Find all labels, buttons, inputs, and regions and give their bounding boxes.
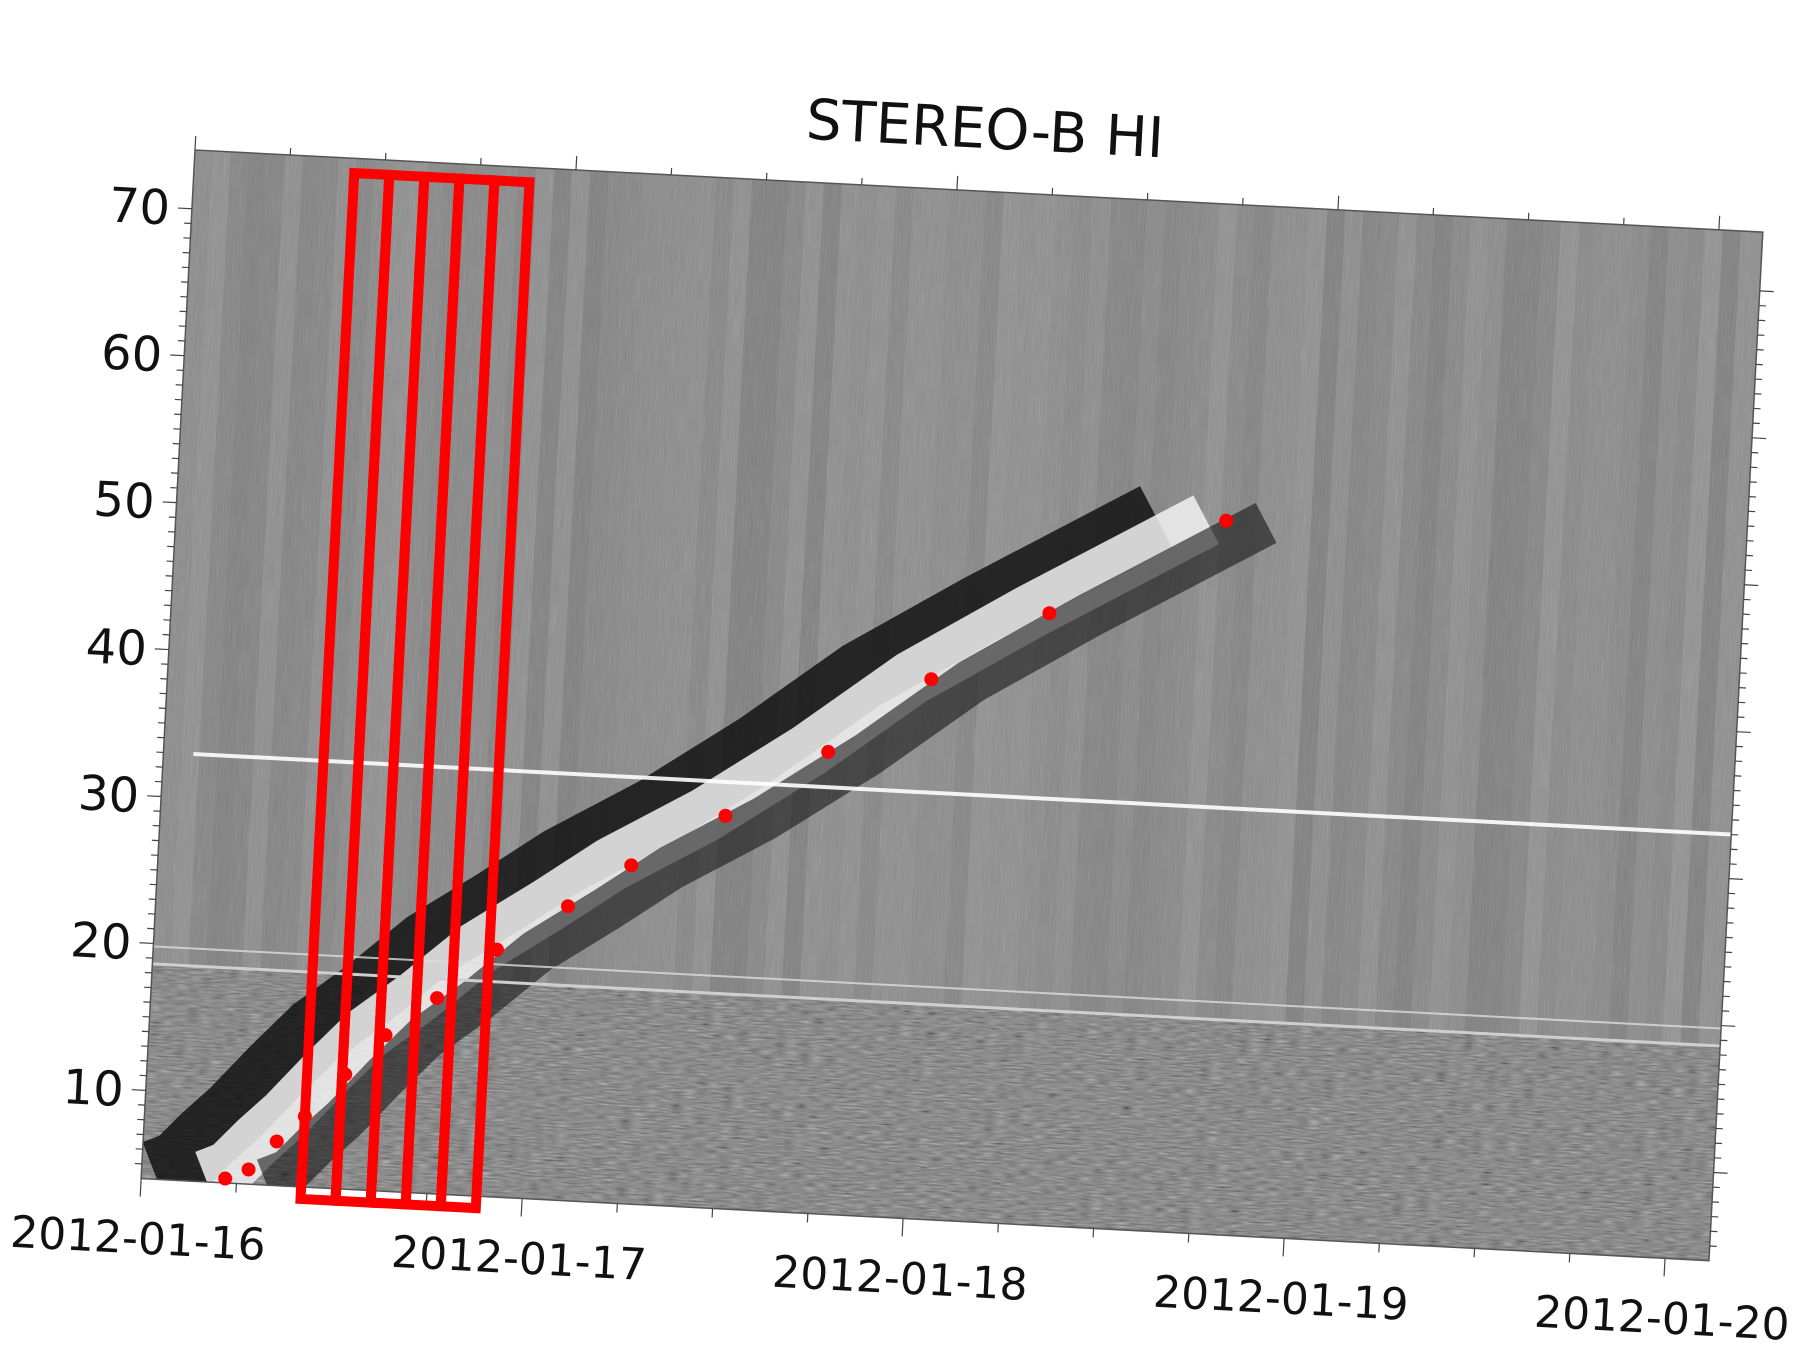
x-tick-mark-top bbox=[957, 176, 958, 190]
x-tick-mark bbox=[1283, 1238, 1284, 1256]
y-tick-mark-right bbox=[1744, 585, 1758, 586]
y-tick-mark bbox=[147, 796, 161, 797]
y-tick-mark-right bbox=[1729, 879, 1743, 880]
chart-title: STEREO-B HI bbox=[805, 88, 1166, 172]
y-tick-mark-right bbox=[1737, 732, 1751, 733]
y-tick-label: 30 bbox=[77, 765, 141, 824]
x-tick-mark-top bbox=[576, 156, 577, 170]
y-tick-mark-right bbox=[1721, 1026, 1735, 1027]
y-tick-mark bbox=[132, 1090, 146, 1091]
x-tick-mark bbox=[902, 1218, 903, 1236]
y-tick-label: 70 bbox=[107, 177, 171, 236]
x-tick-label: 2012-01-16 bbox=[9, 1207, 267, 1271]
y-tick-mark-right bbox=[1760, 291, 1774, 292]
x-tick-label: 2012-01-17 bbox=[390, 1227, 648, 1291]
y-tick-mark bbox=[163, 502, 177, 503]
x-tick-mark bbox=[1664, 1258, 1665, 1276]
y-tick-mark-right bbox=[1752, 438, 1766, 439]
y-tick-mark-right bbox=[1714, 1173, 1728, 1174]
x-tick-label: 2012-01-18 bbox=[771, 1247, 1029, 1311]
y-tick-label: 60 bbox=[100, 324, 164, 383]
y-tick-label: 50 bbox=[92, 471, 156, 530]
y-tick-mark bbox=[155, 649, 169, 650]
x-tick-mark bbox=[140, 1179, 141, 1197]
y-tick-mark bbox=[178, 208, 192, 209]
x-tick-mark-top bbox=[195, 136, 196, 150]
y-tick-label: 40 bbox=[84, 618, 148, 677]
x-tick-mark-top bbox=[1719, 216, 1720, 230]
y-tick-label: 20 bbox=[69, 912, 133, 971]
y-tick-label: 10 bbox=[61, 1059, 125, 1118]
plot-area: 10 20 30 40 50 60 70 2012-01-16 2012-01-17 2012-… bbox=[9, 129, 1800, 1351]
x-tick-mark-top bbox=[1338, 196, 1339, 210]
x-tick-mark bbox=[521, 1199, 522, 1217]
x-tick-label: 2012-01-19 bbox=[1152, 1267, 1410, 1331]
y-tick-mark bbox=[170, 355, 184, 356]
y-tick-mark bbox=[139, 943, 153, 944]
x-tick-label: 2012-01-20 bbox=[1533, 1287, 1791, 1351]
